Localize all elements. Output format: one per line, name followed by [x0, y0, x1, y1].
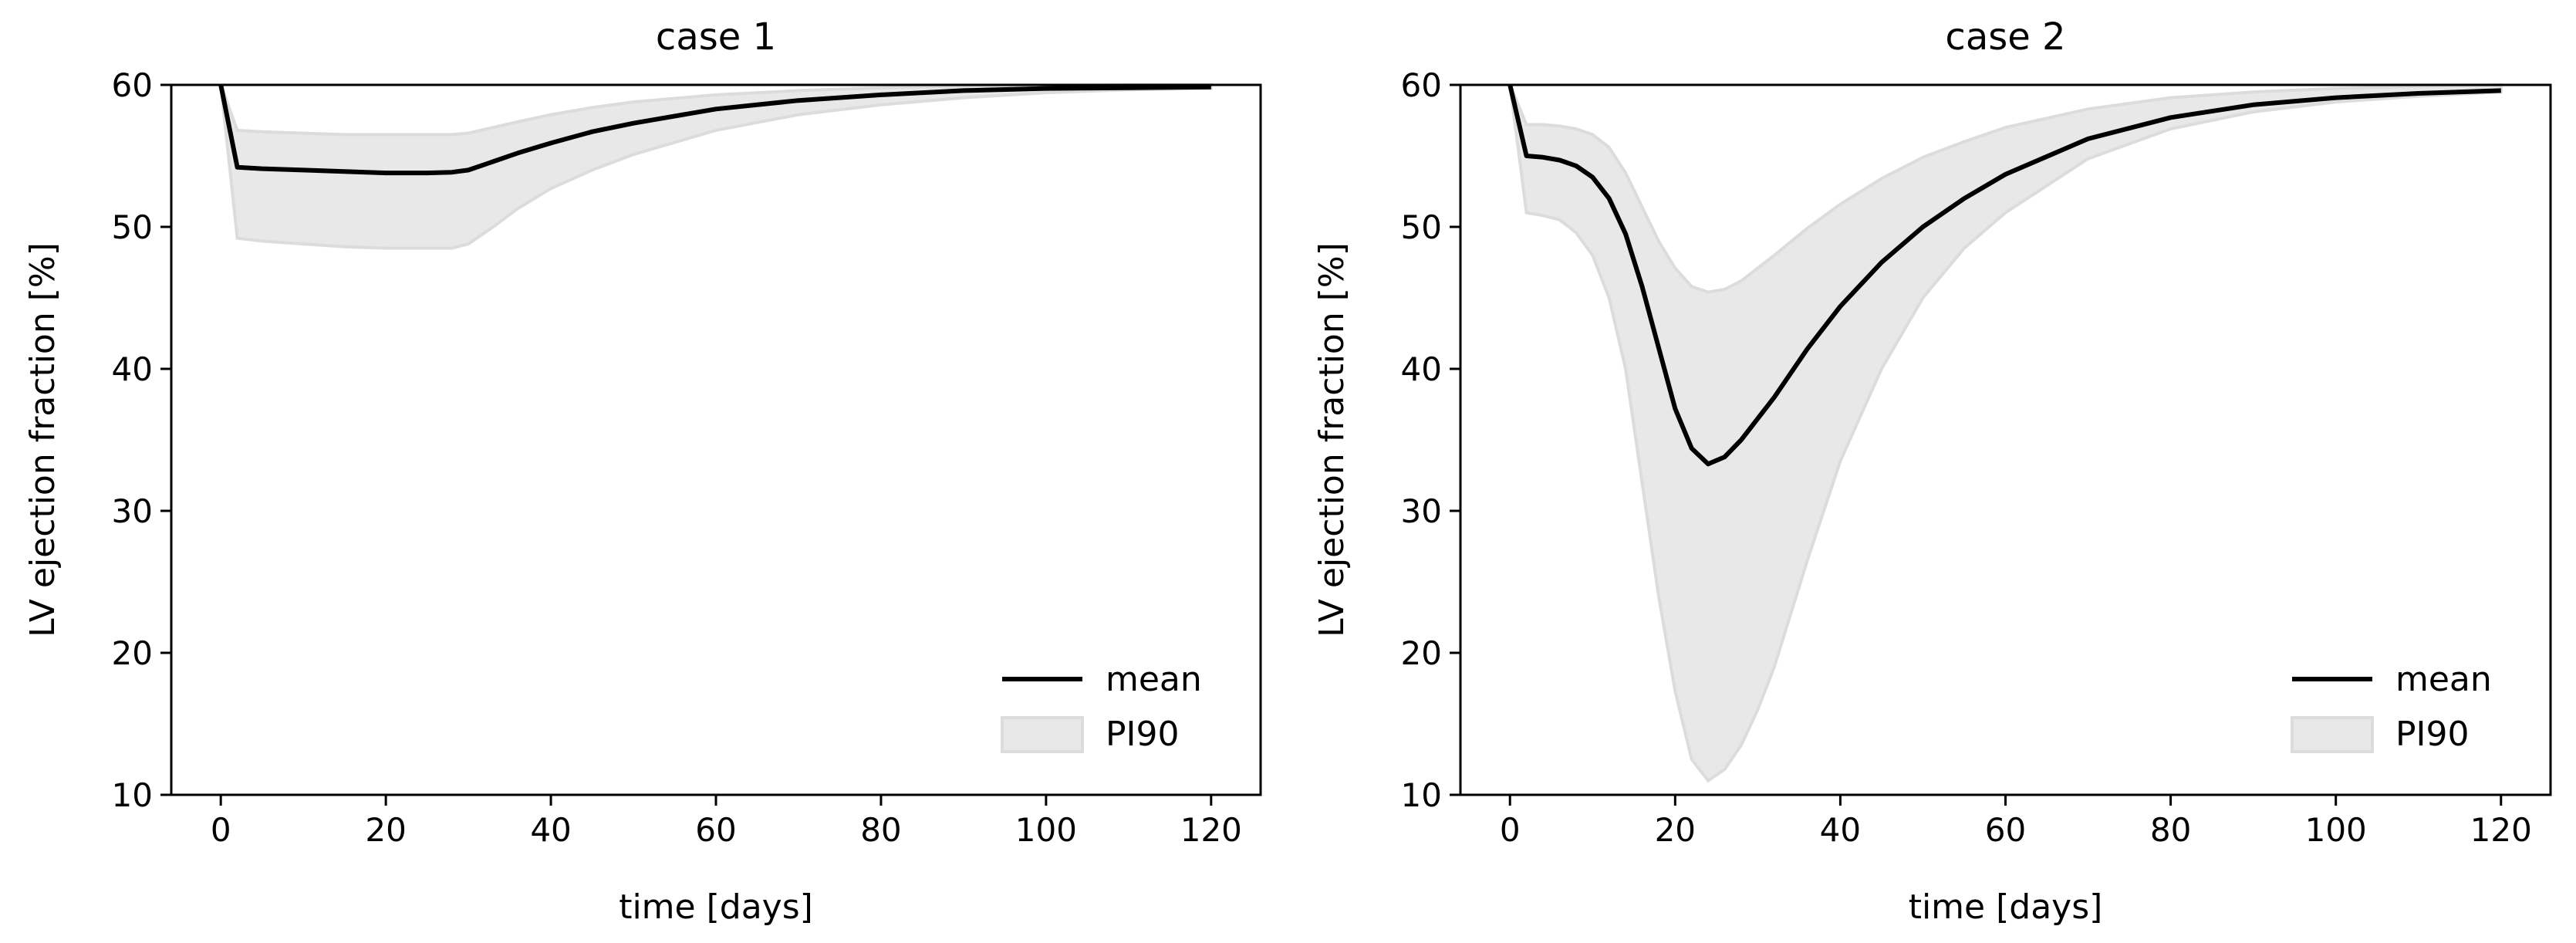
- y-tick-label: 30: [1401, 492, 1442, 530]
- legend-pi90-swatch: [1001, 716, 1084, 753]
- legend-pi90-label: PI90: [2395, 715, 2470, 754]
- y-tick-label: 50: [112, 208, 153, 246]
- y-tick-label: 40: [112, 350, 153, 388]
- x-axis-label: time [days]: [1909, 887, 2103, 927]
- x-axis-label: time [days]: [619, 887, 813, 927]
- x-tick-label: 120: [2470, 811, 2532, 849]
- y-tick-label: 10: [112, 776, 153, 814]
- y-axis-label: LV ejection fraction [%]: [23, 242, 62, 637]
- chart-panel-case-1: 0 20 40 60 80 100 120 10 20 30 40 50 60 case 1 time [d…: [23, 15, 1262, 927]
- y-tick-label: 20: [1401, 634, 1442, 672]
- y-axis-label: LV ejection fraction [%]: [1312, 242, 1352, 637]
- y-tick-label: 10: [1401, 776, 1442, 814]
- x-tick-label: 60: [1985, 811, 2026, 849]
- y-tick-label: 40: [1401, 350, 1442, 388]
- x-tick-label: 60: [695, 811, 736, 849]
- x-tick-label: 40: [1820, 811, 1861, 849]
- legend-pi90-swatch: [2291, 716, 2374, 753]
- x-tick-label: 100: [2305, 811, 2367, 849]
- y-tick-label: 60: [1401, 66, 1442, 104]
- chart-title: case 1: [656, 15, 776, 59]
- y-tick-label: 50: [1401, 208, 1442, 246]
- x-tick-label: 80: [2150, 811, 2191, 849]
- y-tick-label: 20: [112, 634, 153, 672]
- x-tick-label: 100: [1015, 811, 1077, 849]
- series-mean-line: [218, 84, 1211, 176]
- legend-mean-label: mean: [1106, 660, 1202, 699]
- x-tick-label: 40: [530, 811, 571, 849]
- x-tick-label: 80: [860, 811, 901, 849]
- x-tick-label: 0: [211, 811, 231, 849]
- legend: mean PI90: [1001, 660, 1202, 754]
- series-pi90-band: [219, 83, 1213, 250]
- x-tick-label: 20: [365, 811, 406, 849]
- chart-title: case 2: [1945, 15, 2065, 59]
- chart-panel-case-2: 0 20 40 60 80 100 120 10 20 30 40 50 60 case 2 time [d…: [1312, 15, 2552, 927]
- legend-pi90-label: PI90: [1106, 715, 1180, 754]
- legend: mean PI90: [2291, 660, 2492, 754]
- legend-mean-label: mean: [2395, 660, 2492, 699]
- y-tick-label: 60: [112, 66, 153, 104]
- y-tick-label: 30: [112, 492, 153, 530]
- x-tick-label: 0: [1500, 811, 1521, 849]
- x-tick-label: 20: [1655, 811, 1696, 849]
- series-mean-line: [1507, 84, 2501, 467]
- series-pi90-band: [1508, 83, 2503, 783]
- x-tick-label: 120: [1180, 811, 1242, 849]
